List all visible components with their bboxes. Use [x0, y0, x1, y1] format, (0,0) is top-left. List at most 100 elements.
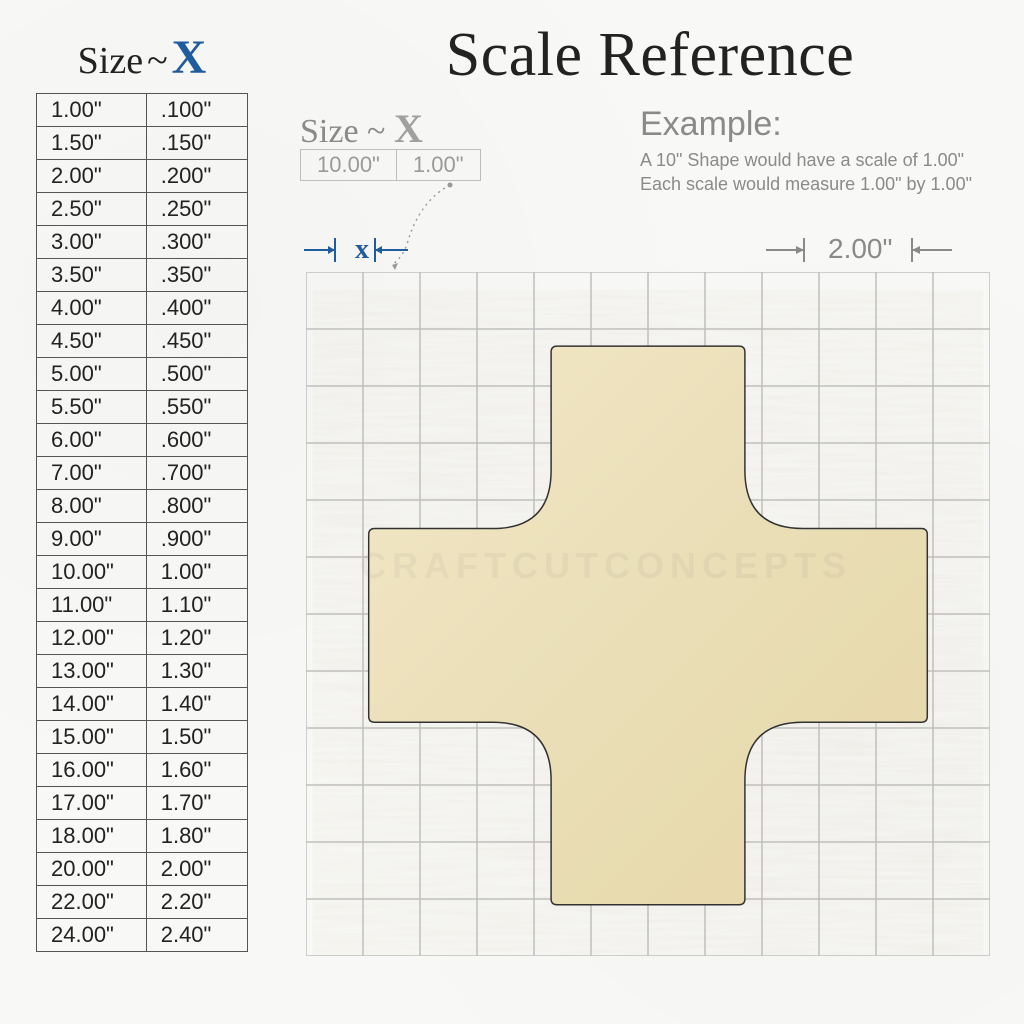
table-cell: 9.00" — [37, 523, 147, 556]
example-block: Example: A 10" Shape would have a scale … — [640, 105, 990, 197]
table-cell: 2.00" — [37, 160, 147, 193]
table-cell: 22.00" — [37, 886, 147, 919]
size-table: 1.00".100"1.50".150"2.00".200"2.50".250"… — [36, 93, 248, 952]
sub-size-sep: ~ — [367, 113, 385, 150]
table-cell: 1.70" — [146, 787, 247, 820]
table-cell: .250" — [146, 193, 247, 226]
size-x: X — [172, 31, 207, 84]
table-cell: 3.00" — [37, 226, 147, 259]
table-row: 2.00".200" — [37, 160, 248, 193]
table-cell: .100" — [146, 94, 247, 127]
table-row: 18.00"1.80" — [37, 820, 248, 853]
table-row: 5.50".550" — [37, 391, 248, 424]
table-cell: 12.00" — [37, 622, 147, 655]
table-row: 13.00"1.30" — [37, 655, 248, 688]
table-cell: .900" — [146, 523, 247, 556]
table-cell: 24.00" — [37, 919, 147, 952]
table-row: 6.00".600" — [37, 424, 248, 457]
table-cell: .700" — [146, 457, 247, 490]
table-row: 2.50".250" — [37, 193, 248, 226]
sub-mini-cell-size: 10.00" — [301, 150, 397, 181]
size-sep: ~ — [147, 40, 168, 82]
table-cell: 1.10" — [146, 589, 247, 622]
sub-header-area: Size ~ X 10.00" 1.00" Example: A 10" Sha… — [300, 105, 1000, 152]
table-row: 17.00"1.70" — [37, 787, 248, 820]
table-cell: .600" — [146, 424, 247, 457]
table-cell: 17.00" — [37, 787, 147, 820]
table-row: 16.00"1.60" — [37, 754, 248, 787]
table-cell: 1.00" — [146, 556, 247, 589]
example-heading: Example: — [640, 105, 990, 144]
example-line1: A 10" Shape would have a scale of 1.00" — [640, 148, 990, 172]
grid-dimension: 2.00" — [760, 228, 960, 268]
table-row: 9.00".900" — [37, 523, 248, 556]
reference-grid — [306, 272, 990, 956]
size-label: Size — [78, 40, 143, 82]
table-cell: 7.00" — [37, 457, 147, 490]
table-row: 3.00".300" — [37, 226, 248, 259]
size-table-header: Size ~ X — [36, 30, 248, 85]
table-cell: 5.00" — [37, 358, 147, 391]
table-cell: .350" — [146, 259, 247, 292]
table-row: 4.50".450" — [37, 325, 248, 358]
table-cell: .550" — [146, 391, 247, 424]
table-row: 15.00"1.50" — [37, 721, 248, 754]
table-row: 22.00"2.20" — [37, 886, 248, 919]
table-cell: 18.00" — [37, 820, 147, 853]
table-cell: 20.00" — [37, 853, 147, 886]
table-cell: 1.40" — [146, 688, 247, 721]
table-cell: 1.20" — [146, 622, 247, 655]
table-row: 5.00".500" — [37, 358, 248, 391]
table-row: 8.00".800" — [37, 490, 248, 523]
table-cell: 1.80" — [146, 820, 247, 853]
dimension-icon: 2.00" — [760, 228, 960, 272]
table-cell: 1.50" — [146, 721, 247, 754]
table-cell: 2.40" — [146, 919, 247, 952]
table-cell: .300" — [146, 226, 247, 259]
table-row: 1.00".100" — [37, 94, 248, 127]
table-cell: 3.50" — [37, 259, 147, 292]
x-marker: x — [300, 228, 420, 268]
table-cell: .150" — [146, 127, 247, 160]
table-cell: 2.00" — [146, 853, 247, 886]
table-cell: 1.00" — [37, 94, 147, 127]
table-row: 4.00".400" — [37, 292, 248, 325]
table-cell: 2.50" — [37, 193, 147, 226]
table-cell: 15.00" — [37, 721, 147, 754]
example-line2: Each scale would measure 1.00" by 1.00" — [640, 172, 990, 196]
sub-size-x: X — [394, 106, 423, 151]
table-cell: 10.00" — [37, 556, 147, 589]
table-cell: 1.30" — [146, 655, 247, 688]
sub-mini-cell-x: 1.00" — [396, 150, 480, 181]
sub-mini-table: 10.00" 1.00" — [300, 149, 481, 181]
svg-text:x: x — [355, 234, 369, 265]
table-row: 1.50".150" — [37, 127, 248, 160]
table-cell: 8.00" — [37, 490, 147, 523]
table-row: 24.00"2.40" — [37, 919, 248, 952]
table-cell: 6.00" — [37, 424, 147, 457]
table-cell: .200" — [146, 160, 247, 193]
table-row: 11.00"1.10" — [37, 589, 248, 622]
table-cell: 16.00" — [37, 754, 147, 787]
table-cell: 5.50" — [37, 391, 147, 424]
table-cell: 13.00" — [37, 655, 147, 688]
table-cell: .800" — [146, 490, 247, 523]
x-marker-icon: x — [300, 228, 420, 272]
size-table-panel: Size ~ X 1.00".100"1.50".150"2.00".200"2… — [36, 30, 248, 952]
table-cell: 2.20" — [146, 886, 247, 919]
table-row: 10.00"1.00" — [37, 556, 248, 589]
table-row: 20.00"2.00" — [37, 853, 248, 886]
grid-svg — [306, 272, 990, 956]
table-row: 7.00".700" — [37, 457, 248, 490]
table-cell: 11.00" — [37, 589, 147, 622]
table-row: 3.50".350" — [37, 259, 248, 292]
table-row: 14.00"1.40" — [37, 688, 248, 721]
table-cell: 4.50" — [37, 325, 147, 358]
table-row: 12.00"1.20" — [37, 622, 248, 655]
table-cell: 4.00" — [37, 292, 147, 325]
sub-size-word: Size — [300, 113, 359, 150]
table-cell: .400" — [146, 292, 247, 325]
table-cell: 1.50" — [37, 127, 147, 160]
table-cell: 1.60" — [146, 754, 247, 787]
page-title: Scale Reference — [300, 20, 1000, 91]
